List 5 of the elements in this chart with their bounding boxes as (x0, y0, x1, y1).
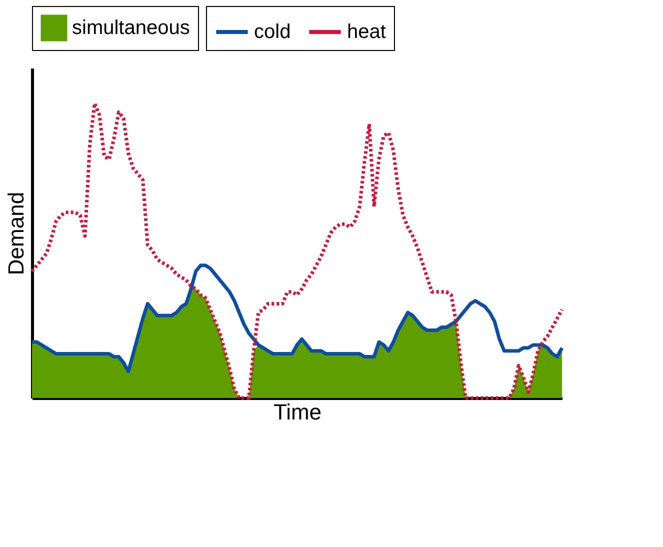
x-axis-title: Time (273, 400, 322, 424)
legend-label: cold (254, 21, 291, 43)
legend-label: simultaneous (72, 17, 190, 39)
y-axis-title: Demand (4, 192, 28, 276)
legend-label: heat (347, 21, 386, 43)
